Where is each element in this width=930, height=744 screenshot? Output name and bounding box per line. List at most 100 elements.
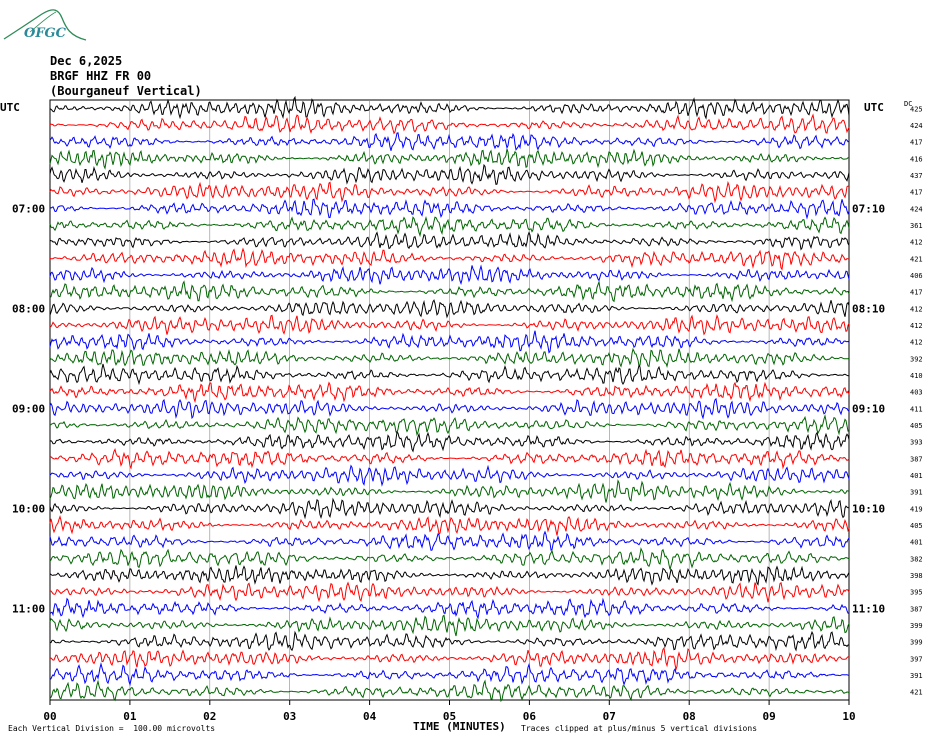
- dc-offset-label: 405: [910, 422, 923, 430]
- trace-row-26: [49, 515, 850, 536]
- x-tick-label-01: 01: [123, 710, 137, 723]
- trace-row-4: [49, 148, 850, 170]
- x-axis-title: TIME (MINUTES): [413, 720, 506, 733]
- dc-offset-label: 412: [910, 339, 923, 347]
- right-time-label: 11:10: [852, 602, 885, 615]
- right-time-label: 10:10: [852, 502, 885, 515]
- trace-row-3: [49, 132, 850, 151]
- dc-offset-label: 419: [910, 505, 923, 513]
- trace-row-31: [49, 597, 850, 620]
- trace-row-29: [49, 565, 850, 586]
- dc-offset-label: 361: [910, 222, 923, 230]
- x-tick-label-03: 03: [283, 710, 296, 723]
- dc-offset-label: 393: [910, 439, 923, 447]
- dc-offset-label: 403: [910, 389, 923, 397]
- trace-row-19: [49, 397, 850, 420]
- trace-row-21: [49, 431, 850, 453]
- left-axis-label: UTC: [0, 101, 20, 114]
- dc-offset-label: 391: [910, 672, 923, 680]
- dc-offset-label: 406: [910, 272, 923, 280]
- station-code: BRGF HHZ FR 00: [50, 69, 152, 83]
- dc-offset-label: 424: [910, 122, 923, 130]
- x-tick-label-05: 05: [443, 710, 456, 723]
- left-time-labels: 07:00 08:00 09:00 10:00 11:00: [12, 202, 45, 615]
- dc-offset-label: 412: [910, 322, 923, 330]
- x-tick-label-00: 00: [43, 710, 56, 723]
- dc-offset-label: 421: [910, 689, 923, 697]
- trace-row-20: [49, 413, 850, 437]
- x-tick-label-09: 09: [762, 710, 775, 723]
- x-tick-label-10: 10: [842, 710, 855, 723]
- dc-offset-label: 425: [910, 105, 923, 113]
- dc-offset-label: 416: [910, 155, 923, 163]
- trace-row-12: [49, 280, 850, 303]
- trace-row-32: [49, 614, 850, 637]
- left-time-label: 10:00: [12, 502, 45, 515]
- x-tick-label-02: 02: [203, 710, 216, 723]
- station-location: (Bourganeuf Vertical): [50, 84, 202, 98]
- dc-offset-label: 421: [910, 255, 923, 263]
- dc-offset-label: 437: [910, 172, 923, 180]
- minute-gridlines: [129, 100, 770, 700]
- x-axis-ticks: [49, 700, 850, 705]
- dc-offset-label: 395: [910, 589, 923, 597]
- dc-offset-label: 382: [910, 555, 923, 563]
- left-time-label: 09:00: [12, 402, 45, 415]
- trace-row-13: [49, 299, 850, 319]
- vertical-division-note: Each Vertical Division = 100.00 microvol…: [8, 724, 216, 733]
- trace-row-16: [49, 347, 850, 369]
- clipping-note: Traces clipped at plus/minus 5 vertical …: [521, 724, 758, 733]
- trace-row-34: [49, 646, 850, 672]
- trace-row-28: [49, 547, 850, 570]
- x-tick-label-08: 08: [683, 710, 696, 723]
- dc-offset-label: 405: [910, 522, 923, 530]
- trace-row-33: [50, 630, 850, 652]
- x-tick-label-04: 04: [363, 710, 377, 723]
- dc-offset-label: 399: [910, 622, 923, 630]
- trace-row-9: [49, 231, 850, 251]
- trace-row-11: [49, 264, 850, 286]
- seismic-traces: [49, 95, 850, 703]
- ofgc-logo: OFGC: [24, 26, 67, 41]
- x-axis-tick-labels: 00 01 02 03 04 05 06 07 08 09 10: [43, 710, 855, 723]
- left-time-label: 11:00: [12, 602, 45, 615]
- dc-offset-label: 387: [910, 455, 923, 463]
- trace-row-7: [49, 198, 850, 220]
- dc-offset-label: 398: [910, 572, 923, 580]
- trace-row-35: [49, 662, 850, 687]
- dc-offset-label: 401: [910, 539, 923, 547]
- dc-offset-label: 399: [910, 639, 923, 647]
- right-axis-label: UTC: [864, 101, 884, 114]
- dc-offset-label: 412: [910, 239, 923, 247]
- dc-offset-label: 412: [910, 305, 923, 313]
- left-time-label: 08:00: [12, 302, 45, 315]
- trace-row-17: [49, 363, 849, 386]
- right-time-label: 07:10: [852, 202, 885, 215]
- trace-row-10: [49, 247, 850, 271]
- trace-row-5: [49, 163, 850, 186]
- dc-offset-label: 424: [910, 205, 923, 213]
- dc-offset-label: 387: [910, 605, 923, 613]
- trace-row-24: [49, 479, 850, 503]
- dc-offset-label: 410: [910, 372, 923, 380]
- dc-offset-label: 417: [910, 289, 923, 297]
- right-time-labels: 07:10 08:10 09:10 10:10 11:10: [852, 202, 885, 615]
- right-time-label: 08:10: [852, 302, 885, 315]
- chart-date: Dec 6,2025: [50, 54, 123, 68]
- dc-offset-label: 391: [910, 489, 923, 497]
- trace-row-18: [49, 381, 850, 404]
- dc-offset-label: 397: [910, 655, 923, 663]
- trace-row-6: [49, 180, 850, 204]
- dc-label: DC: [904, 100, 912, 108]
- x-tick-label-06: 06: [523, 710, 537, 723]
- dc-offset-label: 411: [910, 405, 923, 413]
- dc-offset-labels: 425 424 417 416 437 417 424 361 412 421 406 417 412 4…: [910, 105, 923, 696]
- trace-row-22: [49, 447, 850, 470]
- logo-swoosh: [3, 9, 87, 41]
- trace-row-1: [49, 95, 850, 120]
- left-time-label: 07:00: [12, 202, 45, 215]
- trace-row-15: [49, 330, 850, 354]
- right-time-label: 09:10: [852, 402, 885, 415]
- dc-offset-label: 401: [910, 472, 923, 480]
